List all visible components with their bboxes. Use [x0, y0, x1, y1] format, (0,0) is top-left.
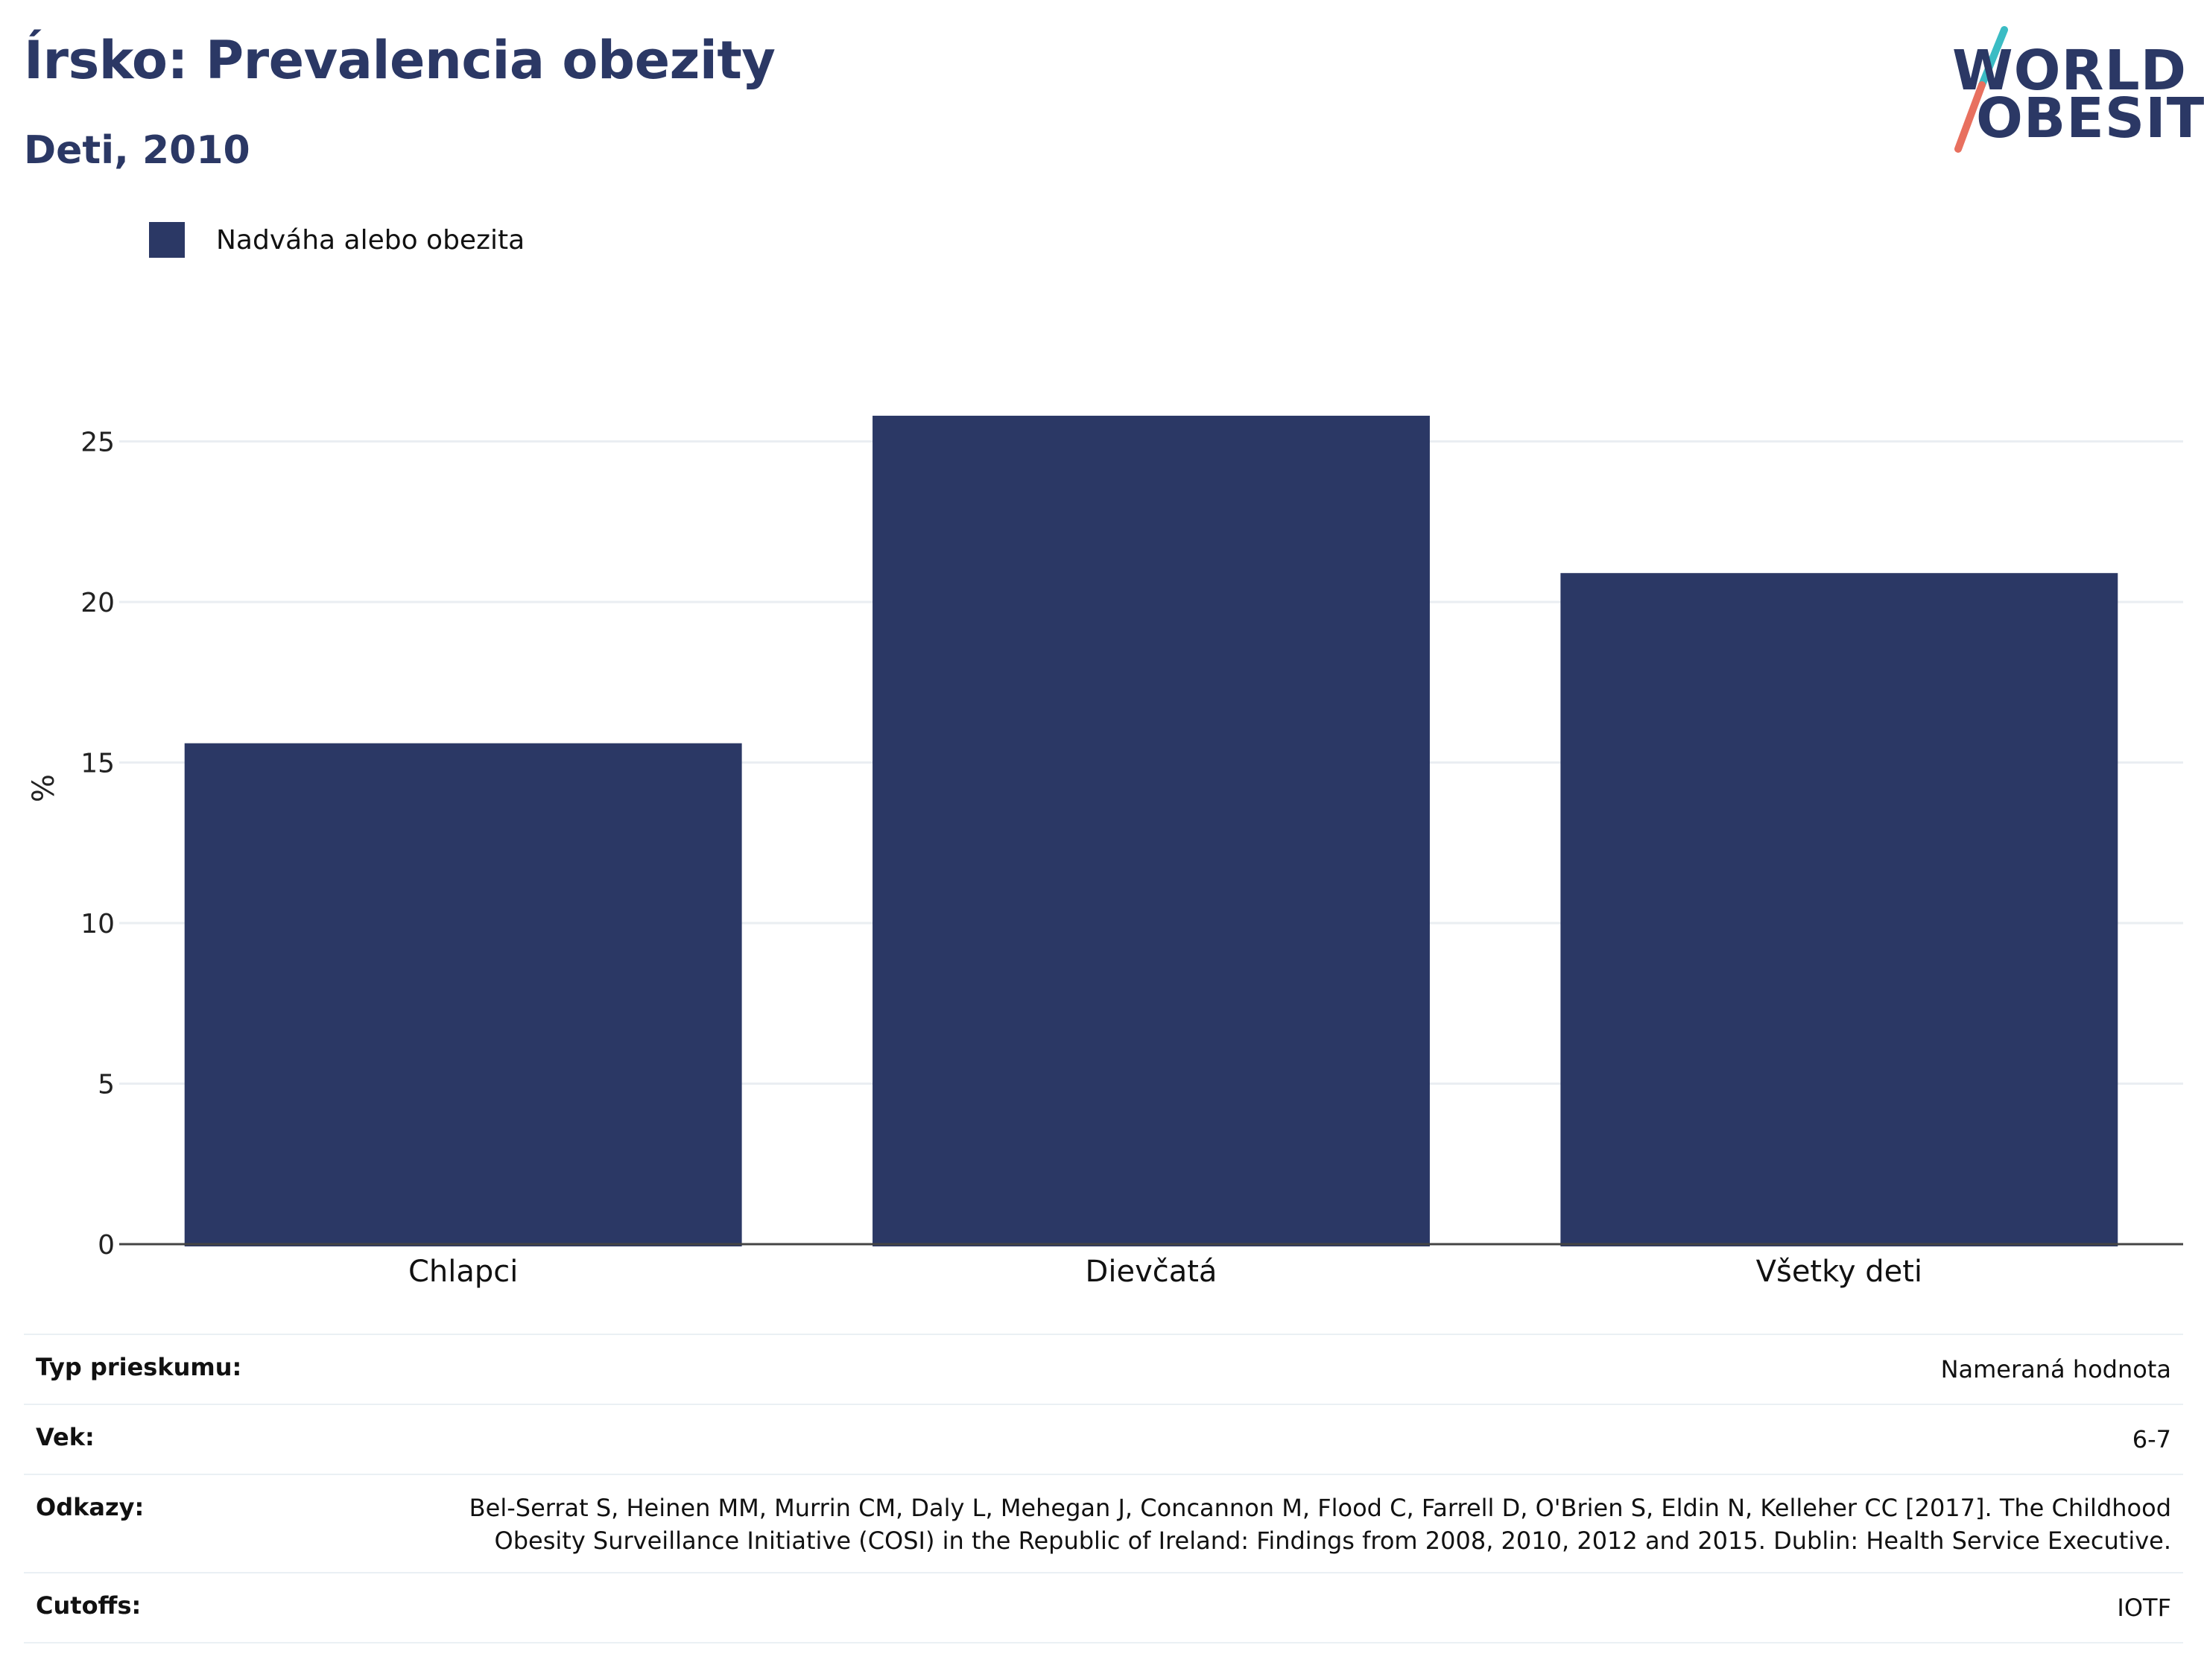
bar-chart: 0 5 10 15 20 25% Chlapci Dievčatá Všetky deti	[27, 416, 2183, 1289]
y-tick-label: 0	[98, 1230, 115, 1261]
info-key: Typ prieskumu:	[24, 1334, 361, 1405]
y-tick-label: 10	[80, 909, 115, 939]
info-value: Nameraná hodnota	[361, 1334, 2183, 1405]
x-tick-label: Chlapci	[408, 1255, 518, 1289]
info-value: Bel-Serrat S, Heinen MM, Murrin CM, Daly…	[361, 1474, 2183, 1573]
legend-swatch	[149, 222, 185, 258]
info-key: Odkazy:	[24, 1474, 361, 1573]
logo-slash-icon	[1954, 26, 2008, 153]
info-row-cutoffs: Cutoffs: IOTF	[24, 1572, 2183, 1643]
world-obesity-logo: WORLD OBESITY	[1937, 22, 2204, 156]
logo-text-obesity: OBESITY	[1976, 86, 2204, 150]
info-row-references: Odkazy: Bel-Serrat S, Heinen MM, Murrin …	[24, 1474, 2183, 1573]
info-row-age: Vek: 6-7	[24, 1404, 2183, 1475]
x-tick-label: Dievčatá	[1086, 1255, 1217, 1289]
logo-text-world: WORLD	[1952, 39, 2188, 103]
bar-3	[1560, 573, 2118, 1246]
bar-1	[184, 743, 742, 1246]
y-axis-label: %	[27, 774, 61, 802]
chart-title: Írsko: Prevalencia obezity	[24, 30, 776, 91]
chart-subtitle: Deti, 2010	[24, 128, 250, 173]
y-tick-label: 15	[80, 749, 115, 779]
y-tick-label: 25	[80, 428, 115, 458]
info-key: Vek:	[24, 1404, 361, 1475]
info-value: IOTF	[361, 1572, 2183, 1643]
y-tick-label: 5	[98, 1070, 115, 1100]
y-tick-label: 20	[80, 588, 115, 618]
info-value: 6-7	[361, 1404, 2183, 1475]
info-key: Cutoffs:	[24, 1572, 361, 1643]
x-tick-label: Všetky deti	[1756, 1255, 1922, 1289]
bar-2	[873, 416, 1430, 1246]
info-row-survey-type: Typ prieskumu: Nameraná hodnota	[24, 1334, 2183, 1405]
info-table: Typ prieskumu: Nameraná hodnota Vek: 6-7…	[24, 1334, 2183, 1643]
legend-label: Nadváha alebo obezita	[216, 225, 525, 256]
